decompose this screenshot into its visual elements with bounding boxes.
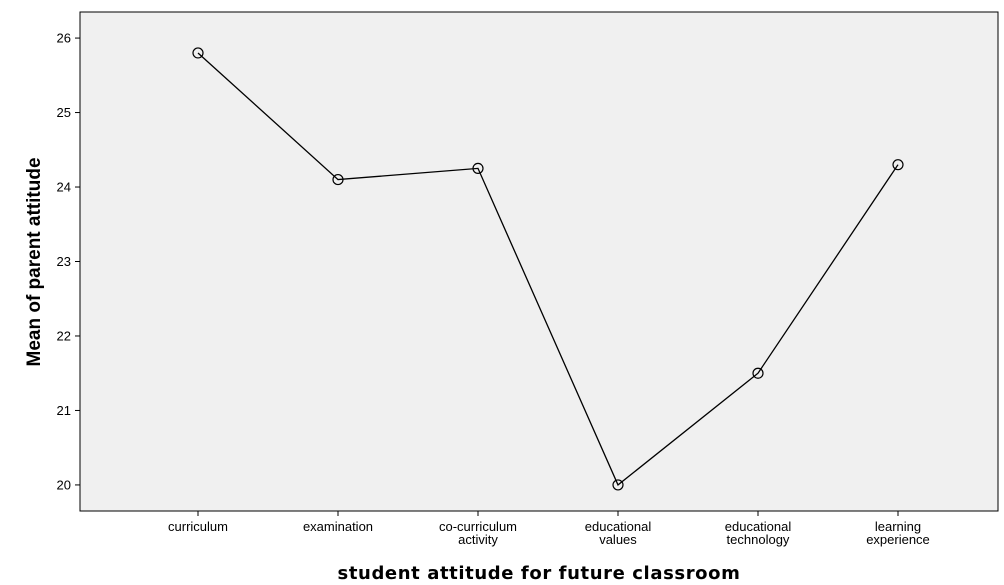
x-tick-label: curriculum — [168, 519, 228, 534]
data-point — [192, 47, 204, 59]
x-tick-label: examination — [303, 519, 373, 534]
x-tick-label: educational values — [585, 519, 652, 547]
y-tick-label: 23 — [57, 254, 71, 269]
series-line — [192, 47, 904, 491]
y-tick-label: 25 — [57, 105, 71, 120]
data-point — [612, 479, 624, 491]
x-axis: curriculum examination co-curriculum activi… — [168, 511, 930, 547]
x-axis-title: student attitude for future classroom — [338, 563, 741, 584]
y-axis-title: Mean of parent attitude — [24, 157, 45, 366]
data-point — [752, 367, 764, 379]
y-tick-label: 20 — [57, 477, 71, 492]
data-point — [332, 173, 344, 186]
y-tick-label: 26 — [57, 31, 71, 46]
x-tick-label: co-curriculum activity — [439, 519, 517, 547]
y-tick-label: 22 — [57, 328, 71, 343]
data-point — [892, 159, 904, 171]
plot-area — [79, 11, 999, 512]
y-tick-label: 24 — [57, 180, 71, 195]
x-tick-label: learning experience — [866, 519, 930, 547]
series-path — [197, 52, 899, 486]
y-axis: 20 21 22 23 24 25 26 — [57, 31, 80, 492]
y-tick-label: 21 — [57, 403, 71, 418]
x-tick-label: educational technology — [725, 519, 792, 547]
data-point — [472, 162, 484, 174]
